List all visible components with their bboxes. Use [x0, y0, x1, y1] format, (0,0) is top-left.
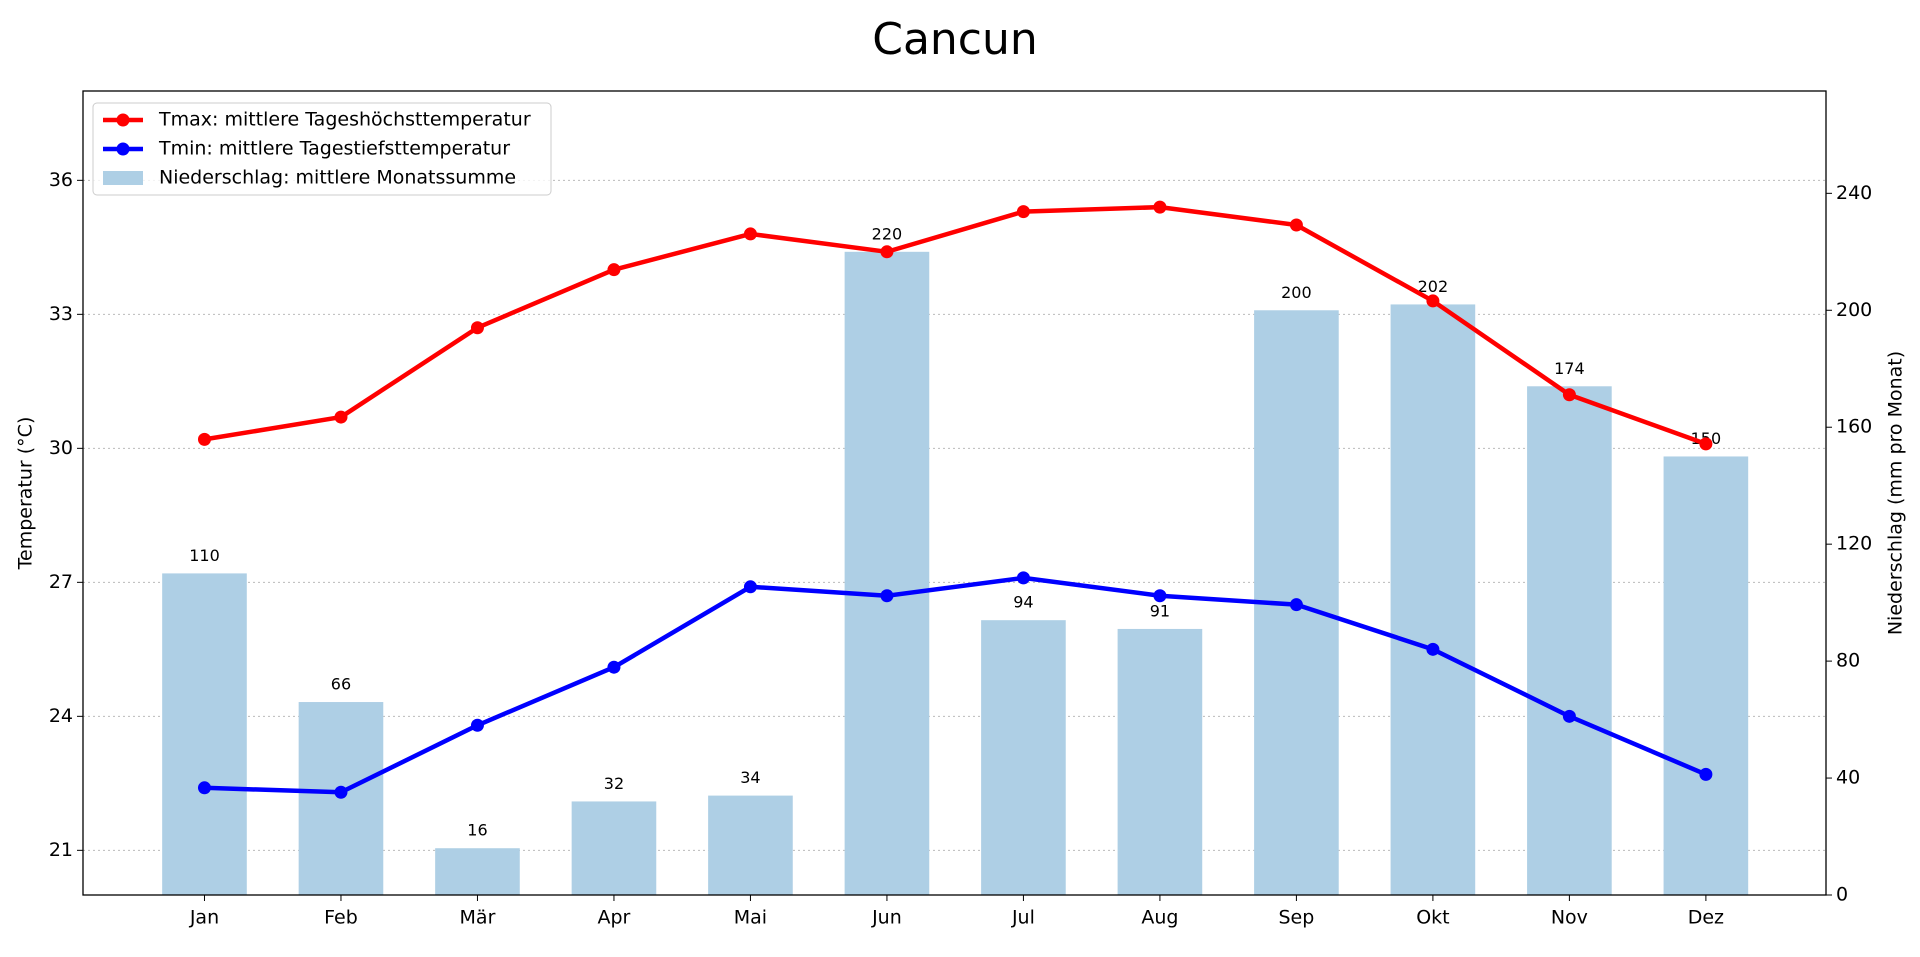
point [743, 580, 757, 594]
y2-tick-label: 80 [1836, 650, 1860, 672]
bar [981, 620, 1066, 895]
point [197, 432, 211, 446]
bar-value-label: 32 [604, 774, 624, 793]
point [880, 589, 894, 603]
point [1562, 388, 1576, 402]
point [1562, 709, 1576, 723]
bar [162, 573, 247, 895]
legend-box [92, 102, 552, 196]
legend-label: Tmin: mittlere Tagestiefsttemperatur [158, 138, 510, 160]
bar [844, 251, 930, 896]
bar-value-label: 110 [189, 546, 220, 565]
point [743, 227, 757, 241]
x-tick-label: Jan [189, 907, 219, 929]
plot-frame [82, 90, 1827, 896]
legend-marker [116, 113, 130, 127]
chart-title: Cancun [872, 14, 1038, 65]
point [470, 718, 484, 732]
point [1153, 589, 1167, 603]
point [1426, 294, 1440, 308]
x-tick-label: Jul [1011, 907, 1035, 929]
point [1289, 218, 1303, 232]
bar-value-label: 200 [1281, 283, 1312, 302]
point [607, 263, 621, 277]
bar-value-label: 34 [740, 768, 760, 787]
y2-tick-label: 200 [1836, 299, 1872, 321]
legend-marker [116, 142, 130, 156]
x-tick-label: Mai [734, 907, 767, 929]
x-tick-label: Okt [1416, 907, 1449, 929]
bar-value-label: 202 [1418, 277, 1449, 296]
y-tick-label: 36 [49, 169, 73, 191]
x-tick-label: Sep [1279, 907, 1315, 929]
point [470, 321, 484, 335]
bar-value-label: 94 [1013, 593, 1033, 612]
point [334, 410, 348, 424]
y-tick-label: 24 [49, 705, 73, 727]
bar [708, 795, 793, 895]
point [197, 781, 211, 795]
y2-tick-label: 40 [1836, 767, 1860, 789]
bar [1527, 386, 1612, 895]
x-tick-label: Jun [871, 907, 902, 929]
x-tick-label: Dez [1688, 907, 1724, 929]
y2-tick-label: 0 [1836, 884, 1848, 906]
bar-value-label: 16 [467, 821, 487, 840]
line [204, 204, 1707, 446]
bar [1390, 304, 1476, 896]
legend-label: Tmax: mittlere Tageshöchsttemperatur [158, 109, 531, 131]
bar [435, 848, 520, 895]
point [1699, 437, 1713, 451]
y2-tick-label: 240 [1836, 182, 1872, 204]
legend-swatch [103, 171, 143, 185]
bar-value-label: 91 [1150, 601, 1170, 620]
line [204, 575, 1707, 795]
point [334, 785, 348, 799]
y-tick-label: 30 [49, 437, 73, 459]
y-tick-label: 21 [49, 839, 73, 861]
bar-value-label: 66 [331, 675, 351, 694]
bar-value-label: 174 [1554, 359, 1585, 378]
x-tick-label: Nov [1551, 907, 1588, 929]
point [1699, 767, 1713, 781]
point [880, 245, 894, 259]
legend: Tmax: mittlere Tageshöchsttemperatur Tmin… [92, 102, 552, 196]
y2-tick-label: 160 [1836, 416, 1872, 438]
point [1016, 205, 1030, 219]
bar [571, 801, 657, 895]
y2-axis-label: Niederschlag (mm pro Monat) [1885, 351, 1907, 635]
point [1016, 571, 1030, 585]
x-tick-label: Mär [460, 907, 496, 929]
point [1426, 642, 1440, 656]
y-axis-label: Temperatur (°C) [15, 417, 37, 571]
bar-value-label: 220 [872, 224, 903, 243]
point [1289, 598, 1303, 612]
y2-tick-label: 120 [1836, 533, 1872, 555]
legend-label: Niederschlag: mittlere Monatssumme [159, 167, 516, 189]
x-tick-label: Feb [324, 907, 358, 929]
bar [1117, 628, 1203, 895]
x-tick-label: Aug [1141, 907, 1178, 929]
bar [1663, 456, 1749, 895]
y-tick-label: 27 [49, 571, 73, 593]
point [1153, 200, 1167, 214]
x-tick-label: Apr [598, 907, 631, 929]
y-tick-label: 33 [49, 303, 73, 325]
point [607, 660, 621, 674]
